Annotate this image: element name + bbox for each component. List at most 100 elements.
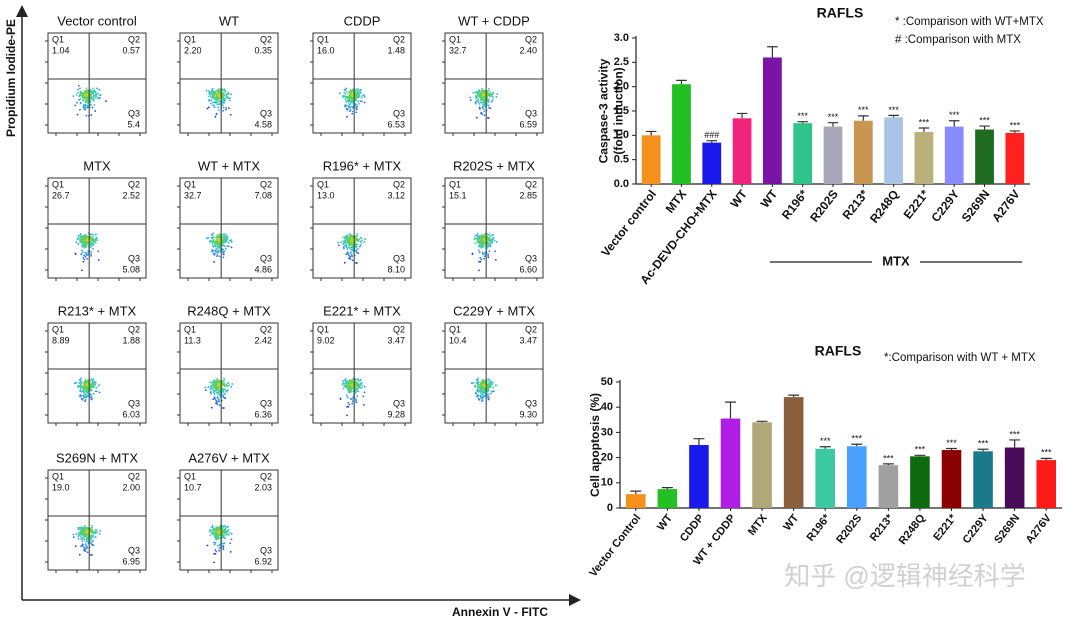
quadrant-value: 10.4 xyxy=(449,335,467,345)
event-dot xyxy=(91,97,94,99)
event-dot xyxy=(82,394,85,397)
event-dot xyxy=(226,96,229,99)
event-dot xyxy=(214,249,217,252)
event-dot xyxy=(487,255,489,257)
event-dot xyxy=(211,88,214,90)
event-dot xyxy=(83,95,86,98)
event-dot xyxy=(348,94,351,96)
event-dot xyxy=(346,234,348,237)
event-dot xyxy=(486,389,489,392)
event-dot xyxy=(86,394,89,397)
quadrant-name: Q3 xyxy=(525,398,537,408)
event-dot xyxy=(84,97,86,100)
event-dot xyxy=(474,242,477,245)
event-dot xyxy=(85,386,87,388)
event-dot xyxy=(96,239,99,242)
event-dot xyxy=(210,102,213,105)
event-dot xyxy=(216,378,218,380)
event-dot xyxy=(357,90,359,92)
chart-title: RAFLS xyxy=(817,5,864,21)
event-dot xyxy=(83,537,85,540)
event-dot xyxy=(90,92,93,95)
event-dot xyxy=(81,251,84,254)
event-dot xyxy=(340,241,343,244)
event-dot xyxy=(84,252,87,255)
event-cloud xyxy=(470,377,498,402)
event-dot xyxy=(357,383,360,385)
quadrant-name: Q3 xyxy=(260,545,272,555)
event-dot xyxy=(214,242,216,244)
event-dot xyxy=(345,246,348,249)
event-dot xyxy=(357,378,360,381)
event-dot xyxy=(362,395,365,398)
event-dot xyxy=(482,244,484,247)
event-dot xyxy=(218,100,221,103)
event-dot xyxy=(219,544,221,546)
event-dot xyxy=(213,527,215,530)
bar xyxy=(672,84,691,184)
event-dot xyxy=(486,244,489,247)
event-dot xyxy=(348,403,351,406)
event-dot xyxy=(230,239,233,242)
event-dot xyxy=(87,254,89,256)
event-dot xyxy=(342,387,345,390)
event-dot xyxy=(344,239,346,242)
event-dot xyxy=(351,101,354,104)
group-label: MTX xyxy=(882,253,910,268)
event-dot xyxy=(351,110,354,113)
event-dot xyxy=(482,100,485,103)
event-dot xyxy=(215,550,218,553)
y-tick-label: 30 xyxy=(601,426,613,438)
event-dot xyxy=(231,383,234,385)
event-dot xyxy=(351,106,353,108)
event-dot xyxy=(346,248,349,250)
event-dot xyxy=(357,248,359,250)
event-dot xyxy=(482,97,484,99)
quadrant-value: 8.89 xyxy=(52,335,70,345)
event-dot xyxy=(215,386,217,389)
panel-title: R213* + MTX xyxy=(58,303,137,318)
quadrant-value: 4.86 xyxy=(254,264,272,274)
x-tick-label: CDDP xyxy=(678,512,707,544)
error-bar xyxy=(888,114,899,118)
event-dot xyxy=(219,527,221,529)
event-cloud xyxy=(73,377,101,402)
event-dot xyxy=(215,89,218,92)
error-bar xyxy=(767,46,778,58)
event-dot xyxy=(98,384,101,386)
quadrant-value: 6.36 xyxy=(254,409,272,419)
event-dot xyxy=(355,401,358,404)
event-dot xyxy=(84,101,87,104)
event-dot xyxy=(222,92,225,95)
event-dot xyxy=(211,236,214,239)
bar xyxy=(975,129,994,184)
event-dot xyxy=(229,542,232,545)
event-dot xyxy=(221,240,224,243)
event-dot xyxy=(346,116,348,118)
event-dot xyxy=(477,377,479,380)
bar xyxy=(1005,132,1025,184)
quadrant-value: 6.59 xyxy=(519,119,537,129)
event-dot xyxy=(469,99,472,102)
quadrant-value: 0.35 xyxy=(254,45,272,55)
event-dot xyxy=(94,110,97,112)
event-dot xyxy=(343,385,345,387)
event-dot xyxy=(361,100,363,103)
event-dot xyxy=(337,241,340,244)
event-dot xyxy=(79,528,81,531)
event-dot xyxy=(87,102,89,105)
event-dot xyxy=(483,394,486,397)
quadrant-value: 2.85 xyxy=(519,190,537,200)
event-dot xyxy=(344,244,347,246)
event-dot xyxy=(477,382,479,385)
event-dot xyxy=(347,402,350,404)
significance-label: *** xyxy=(797,111,808,121)
event-dot xyxy=(207,386,210,389)
event-dot xyxy=(210,89,213,92)
event-dot xyxy=(224,393,226,395)
error-bar xyxy=(630,490,642,495)
quadrant-name: Q1 xyxy=(52,34,64,44)
event-dot xyxy=(342,243,345,246)
event-dot xyxy=(95,386,98,389)
event-dot xyxy=(350,254,353,257)
